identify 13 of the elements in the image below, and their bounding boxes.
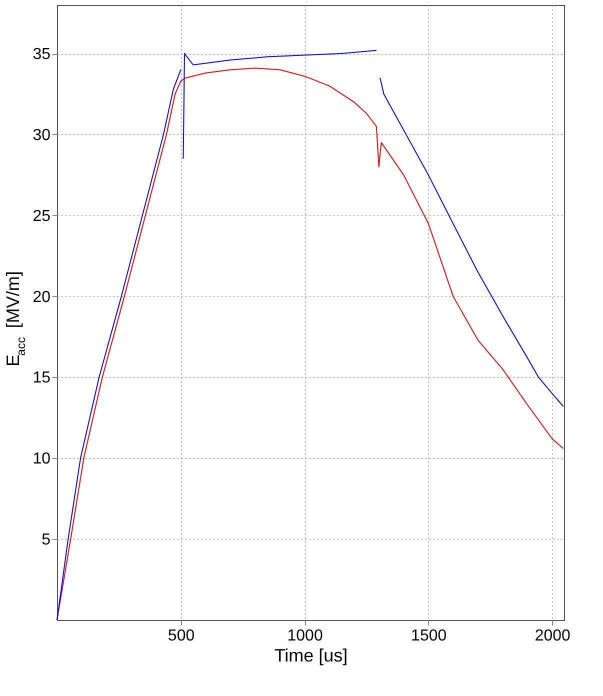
- x-tick-label: 2000: [534, 628, 571, 644]
- y-axis-title: Eacc [MV/m]: [3, 271, 28, 366]
- y-tick-label: 20: [32, 288, 51, 306]
- y-tick-label: 15: [32, 370, 51, 387]
- y-tick-label: 35: [32, 46, 51, 64]
- x-tick-label: 1000: [287, 628, 323, 644]
- y-tick-label: 30: [32, 126, 51, 144]
- x-axis-title: Time [us]: [274, 646, 348, 666]
- y-tick-label: 25: [32, 208, 51, 225]
- x-tick-label: 1500: [411, 628, 447, 644]
- x-tick-label: 500: [168, 628, 195, 644]
- y-tick-label: 10: [32, 450, 51, 468]
- y-tick-label: 5: [42, 532, 51, 549]
